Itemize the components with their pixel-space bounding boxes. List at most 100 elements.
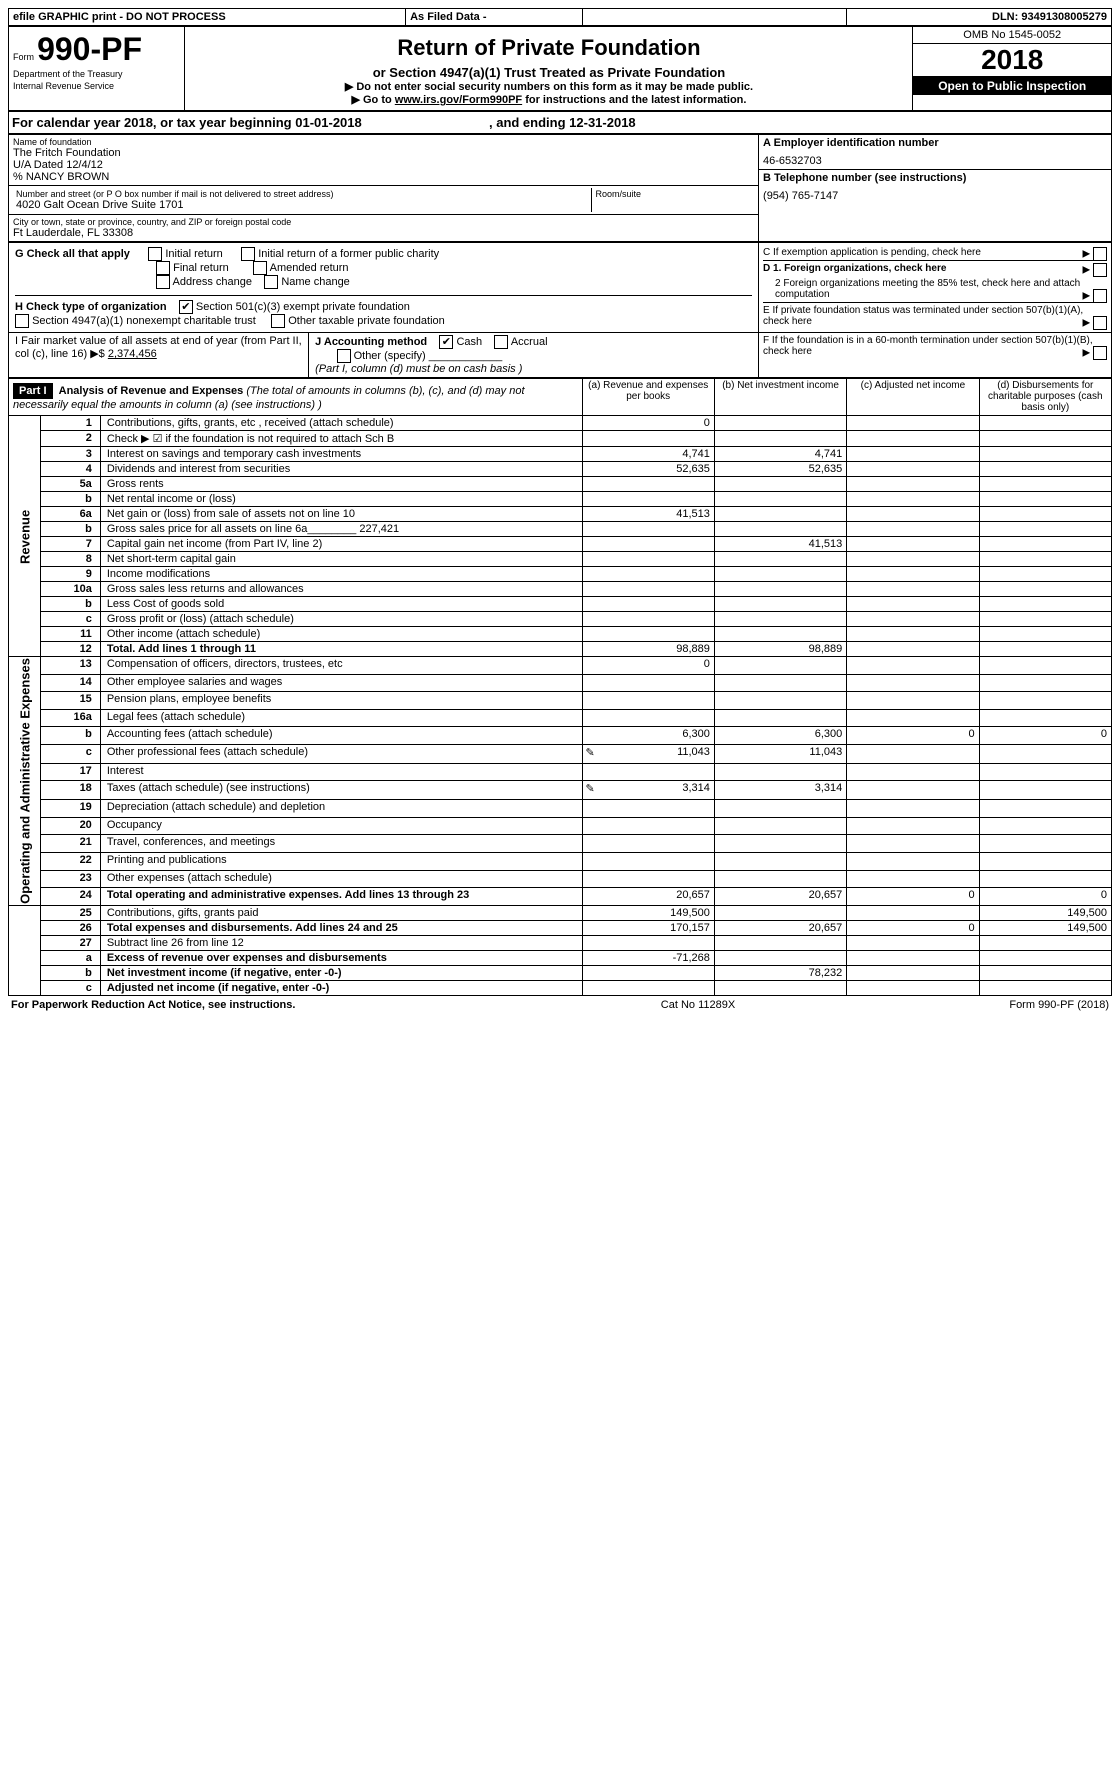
data-cell	[979, 431, 1111, 447]
h-other: Other taxable private foundation	[288, 315, 445, 327]
table-row: aExcess of revenue over expenses and dis…	[9, 950, 1112, 965]
row-description: Contributions, gifts, grants paid	[100, 905, 582, 920]
row-description: Travel, conferences, and meetings	[100, 835, 582, 853]
accrual-checkbox[interactable]	[494, 335, 508, 349]
row-number: 15	[41, 692, 100, 710]
c-checkbox[interactable]	[1093, 247, 1107, 261]
data-cell: 41,513	[582, 507, 714, 522]
data-cell	[979, 852, 1111, 870]
row-description: Other employee salaries and wages	[100, 674, 582, 692]
d1-label: D 1. Foreign organizations, check here	[763, 263, 946, 274]
final-return-checkbox[interactable]	[156, 261, 170, 275]
data-cell: 98,889	[582, 642, 714, 657]
data-cell	[582, 477, 714, 492]
data-cell	[714, 582, 846, 597]
row-description: Legal fees (attach schedule)	[100, 709, 582, 727]
data-cell: 11,043	[714, 744, 846, 763]
row-number: 12	[41, 642, 100, 657]
data-cell	[847, 507, 979, 522]
row-number: b	[41, 492, 100, 507]
row-description: Check ▶ ☑ if the foundation is not requi…	[100, 431, 582, 447]
table-row: bGross sales price for all assets on lin…	[9, 522, 1112, 537]
d1-checkbox[interactable]	[1093, 263, 1107, 277]
row-number: 18	[41, 781, 100, 800]
row-number: 21	[41, 835, 100, 853]
data-cell	[847, 627, 979, 642]
table-row: 14Other employee salaries and wages	[9, 674, 1112, 692]
row-number: b	[41, 727, 100, 745]
table-row: bNet rental income or (loss)	[9, 492, 1112, 507]
row-description: Other expenses (attach schedule)	[100, 870, 582, 888]
ein-value: 46-6532703	[763, 149, 1107, 167]
c-label: C If exemption application is pending, c…	[763, 247, 981, 258]
e-checkbox[interactable]	[1093, 316, 1107, 330]
row-description: Gross rents	[100, 477, 582, 492]
cell-value: 6,300	[815, 728, 843, 740]
cell-value: 0	[968, 922, 974, 934]
g-amended: Amended return	[270, 262, 349, 274]
e-label: E If private foundation status was termi…	[763, 305, 1083, 327]
table-row: 3Interest on savings and temporary cash …	[9, 447, 1112, 462]
row-description: Occupancy	[100, 817, 582, 835]
part1-title: Analysis of Revenue and Expenses	[59, 385, 244, 397]
g-initial: Initial return	[165, 248, 222, 260]
4947-checkbox[interactable]	[15, 314, 29, 328]
name-change-checkbox[interactable]	[264, 275, 278, 289]
data-cell	[847, 744, 979, 763]
address-change-checkbox[interactable]	[156, 275, 170, 289]
data-cell	[714, 627, 846, 642]
irs-link[interactable]: www.irs.gov/Form990PF	[395, 94, 522, 106]
name-label: Name of foundation	[13, 137, 754, 147]
table-row: 16aLegal fees (attach schedule)	[9, 709, 1112, 727]
row-number: 24	[41, 888, 100, 906]
table-row: 6aNet gain or (loss) from sale of assets…	[9, 507, 1112, 522]
f-checkbox[interactable]	[1093, 346, 1107, 360]
dept-label: Department of the Treasury	[13, 69, 123, 79]
row-number: 27	[41, 935, 100, 950]
amended-return-checkbox[interactable]	[253, 261, 267, 275]
data-cell	[714, 870, 846, 888]
data-cell: 0	[979, 727, 1111, 745]
data-cell	[979, 552, 1111, 567]
d2-checkbox[interactable]	[1093, 289, 1107, 303]
data-cell	[847, 870, 979, 888]
data-cell: 3,314	[714, 781, 846, 800]
g-name: Name change	[281, 276, 350, 288]
data-cell	[847, 567, 979, 582]
foundation-name-3: % NANCY BROWN	[13, 171, 754, 183]
row-description: Interest on savings and temporary cash i…	[100, 447, 582, 462]
data-cell	[582, 674, 714, 692]
data-cell	[582, 835, 714, 853]
row-number: 3	[41, 447, 100, 462]
cash-checkbox[interactable]: ✔	[439, 335, 453, 349]
table-row: 11Other income (attach schedule)	[9, 627, 1112, 642]
row-description: Pension plans, employee benefits	[100, 692, 582, 710]
501c3-checkbox[interactable]: ✔	[179, 300, 193, 314]
data-cell	[847, 935, 979, 950]
footer-left: For Paperwork Reduction Act Notice, see …	[8, 998, 560, 1012]
other-method-checkbox[interactable]	[337, 349, 351, 363]
data-cell	[714, 567, 846, 582]
row-description: Total expenses and disbursements. Add li…	[100, 920, 582, 935]
data-cell	[847, 692, 979, 710]
cell-value: 52,635	[676, 463, 710, 475]
table-row: 18Taxes (attach schedule) (see instructi…	[9, 781, 1112, 800]
irs-label: Internal Revenue Service	[13, 81, 114, 91]
data-cell: 170,157	[582, 920, 714, 935]
row-description: Gross sales price for all assets on line…	[100, 522, 582, 537]
row-description: Other professional fees (attach schedule…	[100, 744, 582, 763]
initial-return-checkbox[interactable]	[148, 247, 162, 261]
other-org-checkbox[interactable]	[271, 314, 285, 328]
data-cell: 6,300	[714, 727, 846, 745]
initial-former-checkbox[interactable]	[241, 247, 255, 261]
row-number: 2	[41, 431, 100, 447]
attachment-icon[interactable]: ✎	[586, 746, 595, 759]
data-cell	[714, 507, 846, 522]
row-number: 7	[41, 537, 100, 552]
attachment-icon[interactable]: ✎	[586, 782, 595, 795]
tax-year: 2018	[913, 44, 1111, 77]
i-value: 2,374,456	[108, 348, 157, 360]
j-note: (Part I, column (d) must be on cash basi…	[315, 363, 522, 375]
j-label: J Accounting method	[315, 336, 427, 348]
row-description: Total operating and administrative expen…	[100, 888, 582, 906]
